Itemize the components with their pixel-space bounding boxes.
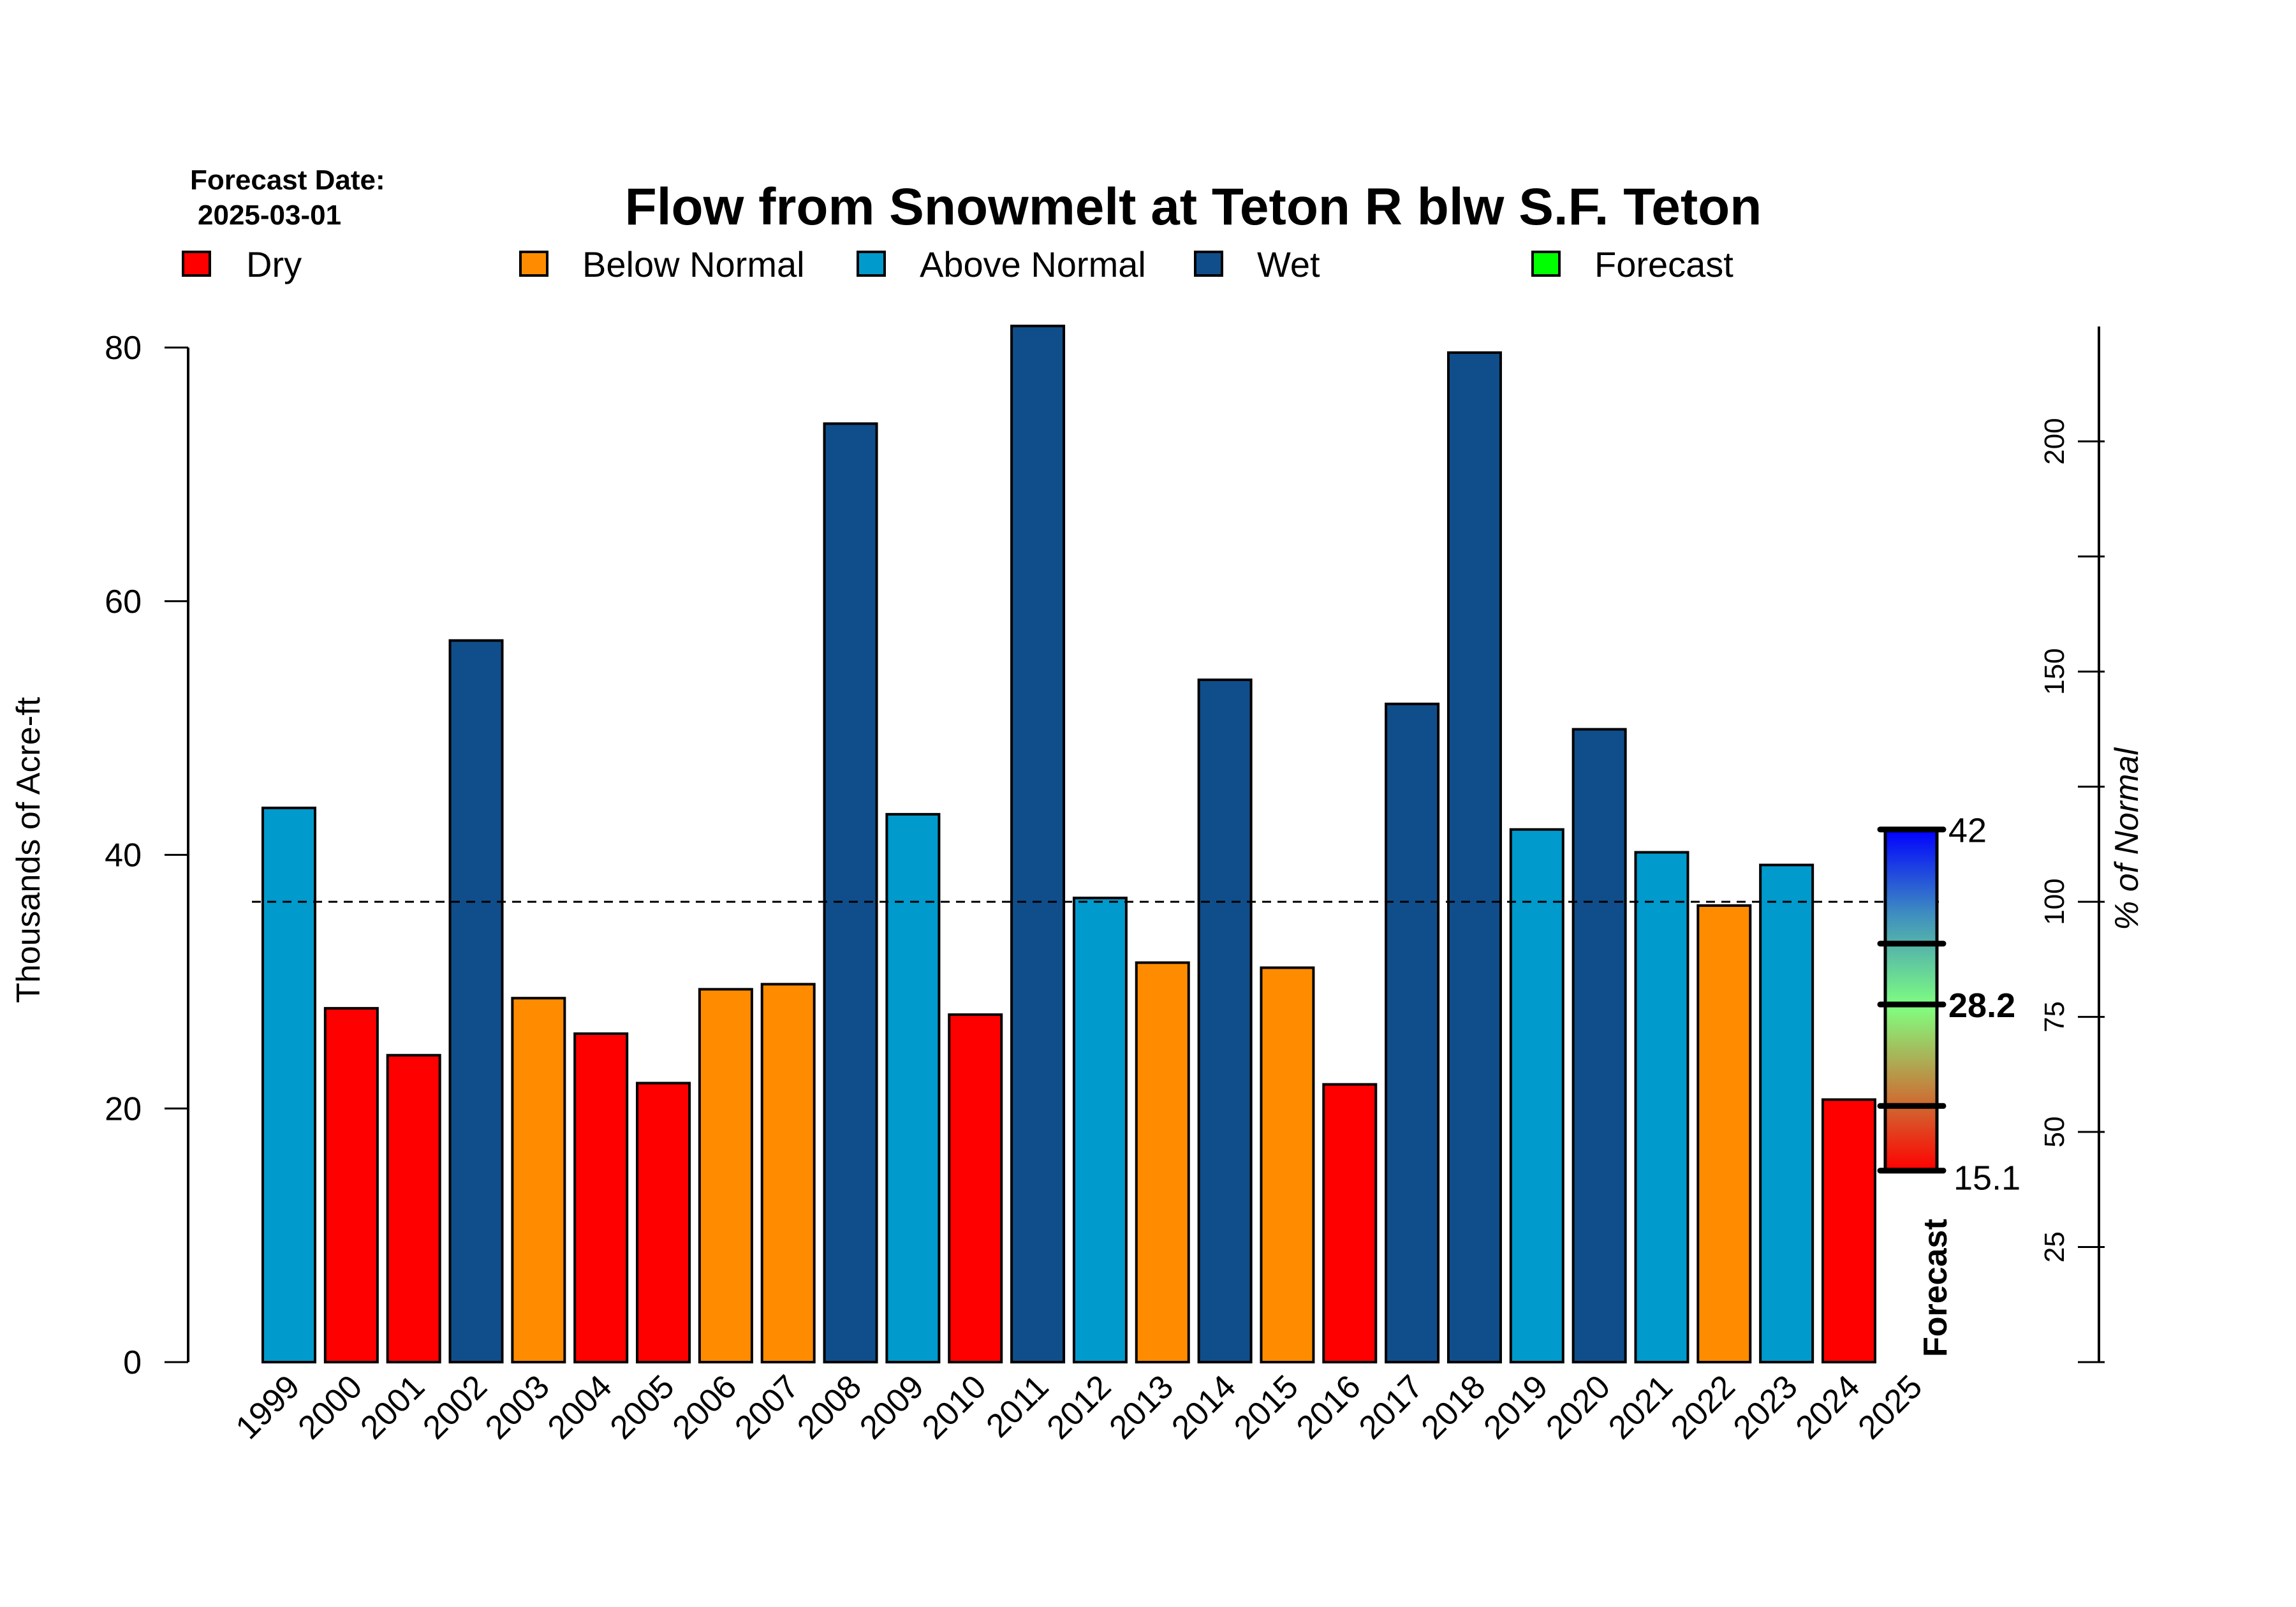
legend: Dry Below Normal Above Normal Wet Foreca… [182, 244, 1733, 284]
legend-label-forecast: Forecast [1594, 244, 1733, 284]
x-tick-label: 2003 [478, 1368, 557, 1446]
bar-2020 [1571, 728, 1627, 1363]
forecast-gradient [1883, 828, 1939, 1173]
x-tick-label: 2016 [1290, 1368, 1368, 1446]
x-axis-labels: 1999200020012002200320042005200620072008… [229, 1368, 1930, 1446]
y-tick-label: 0 [123, 1344, 142, 1381]
x-tick-label: 2018 [1415, 1368, 1493, 1446]
x-tick-label: 2009 [853, 1368, 931, 1446]
x-tick-label: 1999 [229, 1368, 307, 1446]
bar-2009 [885, 812, 941, 1363]
chart-title: Flow from Snowmelt at Teton R blw S.F. T… [625, 178, 1762, 236]
x-tick-label: 2012 [1040, 1368, 1119, 1446]
bar-2024 [1821, 1098, 1876, 1363]
x-tick-label: 2013 [1102, 1368, 1181, 1446]
legend-swatch-dry [182, 251, 211, 277]
y-axis-label: Thousands of Acre-ft [10, 697, 47, 1003]
forecast-max-label: 42 [1948, 812, 1987, 850]
x-tick-label: 2006 [666, 1368, 744, 1446]
y2-axis-label: % of Normal [2108, 747, 2145, 931]
forecast-date-value: 2025-03-01 [198, 200, 341, 231]
y-tick-label: 20 [105, 1090, 142, 1127]
forecast-bar-label: Forecast [1917, 1219, 1954, 1357]
x-tick-label: 2020 [1539, 1368, 1617, 1446]
legend-swatch-forecast [1531, 251, 1561, 277]
bar-2001 [386, 1053, 441, 1364]
bar-2014 [1197, 679, 1253, 1363]
x-tick-label: 2025 [1851, 1368, 1930, 1446]
x-tick-label: 2010 [915, 1368, 994, 1446]
legend-item-below-normal: Below Normal [519, 244, 805, 284]
x-tick-label: 2007 [728, 1368, 806, 1446]
x-tick-label: 2014 [1165, 1368, 1243, 1446]
bar-2021 [1634, 851, 1689, 1363]
y2-tick-label: 25 [2039, 1231, 2070, 1263]
x-tick-label: 2024 [1789, 1368, 1867, 1446]
legend-swatch-above-normal [857, 251, 886, 277]
legend-label-dry: Dry [246, 244, 302, 284]
legend-item-above-normal: Above Normal [857, 244, 1146, 284]
y2-tick-label: 50 [2039, 1117, 2070, 1148]
legend-swatch-below-normal [519, 251, 548, 277]
bar-2011 [1010, 325, 1066, 1363]
x-tick-label: 2000 [291, 1368, 370, 1446]
y2-axis: 25 50 75 100 150 200 [2039, 327, 2105, 1363]
bar-2012 [1072, 897, 1128, 1364]
x-tick-label: 2019 [1476, 1368, 1555, 1446]
y2-tick-label: 200 [2039, 418, 2070, 464]
bar-2006 [698, 988, 753, 1363]
y2-tick-label: 75 [2039, 1001, 2070, 1032]
y2-tick-label: 100 [2039, 878, 2070, 925]
bar-2013 [1135, 961, 1190, 1363]
bar-2018 [1446, 351, 1502, 1364]
bar-2007 [760, 983, 816, 1364]
bar-2005 [636, 1082, 691, 1363]
bar-2000 [323, 1007, 379, 1364]
bar-2008 [823, 422, 878, 1364]
legend-swatch-wet [1194, 251, 1223, 277]
y2-tick-label: 150 [2039, 648, 2070, 694]
forecast-min-label: 15.1 [1954, 1159, 2020, 1198]
x-tick-label: 2002 [416, 1368, 494, 1446]
bar-2023 [1759, 863, 1814, 1364]
bar-2010 [948, 1013, 1003, 1363]
y-axis: 0 20 40 60 80 [105, 330, 189, 1381]
x-tick-label: 2001 [353, 1368, 432, 1446]
y-tick-label: 40 [105, 837, 142, 874]
bar-2003 [511, 997, 566, 1363]
bar-1999 [261, 806, 316, 1363]
x-tick-label: 2023 [1726, 1368, 1805, 1446]
forecast-median-label: 28.2 [1948, 987, 2015, 1025]
bar-2022 [1696, 904, 1752, 1364]
legend-label-wet: Wet [1257, 244, 1320, 284]
x-tick-label: 2011 [979, 1368, 1056, 1444]
legend-item-wet: Wet [1194, 244, 1320, 284]
bar-2004 [573, 1032, 629, 1363]
x-tick-label: 2017 [1352, 1368, 1431, 1446]
x-tick-label: 2021 [1601, 1368, 1680, 1446]
bar-2017 [1385, 702, 1440, 1363]
legend-label-below-normal: Below Normal [582, 244, 805, 284]
x-tick-label: 2015 [1227, 1368, 1306, 1446]
legend-label-above-normal: Above Normal [920, 244, 1146, 284]
bar-2019 [1509, 828, 1564, 1363]
y-tick-label: 60 [105, 583, 142, 620]
forecast-date-label: Forecast Date: [190, 165, 385, 196]
bar-2002 [448, 639, 504, 1363]
legend-item-forecast: Forecast [1531, 244, 1733, 284]
bars [261, 325, 1876, 1364]
bar-2016 [1322, 1083, 1378, 1363]
bar-2015 [1260, 966, 1315, 1363]
x-tick-label: 2005 [603, 1368, 682, 1446]
y-tick-label: 80 [105, 330, 142, 367]
x-tick-label: 2004 [541, 1368, 619, 1446]
x-tick-label: 2022 [1664, 1368, 1742, 1446]
legend-item-dry: Dry [182, 244, 302, 284]
forecast-range-bar: 42 28.2 15.1 Forecast [1877, 812, 2020, 1357]
x-tick-label: 2008 [790, 1368, 869, 1446]
